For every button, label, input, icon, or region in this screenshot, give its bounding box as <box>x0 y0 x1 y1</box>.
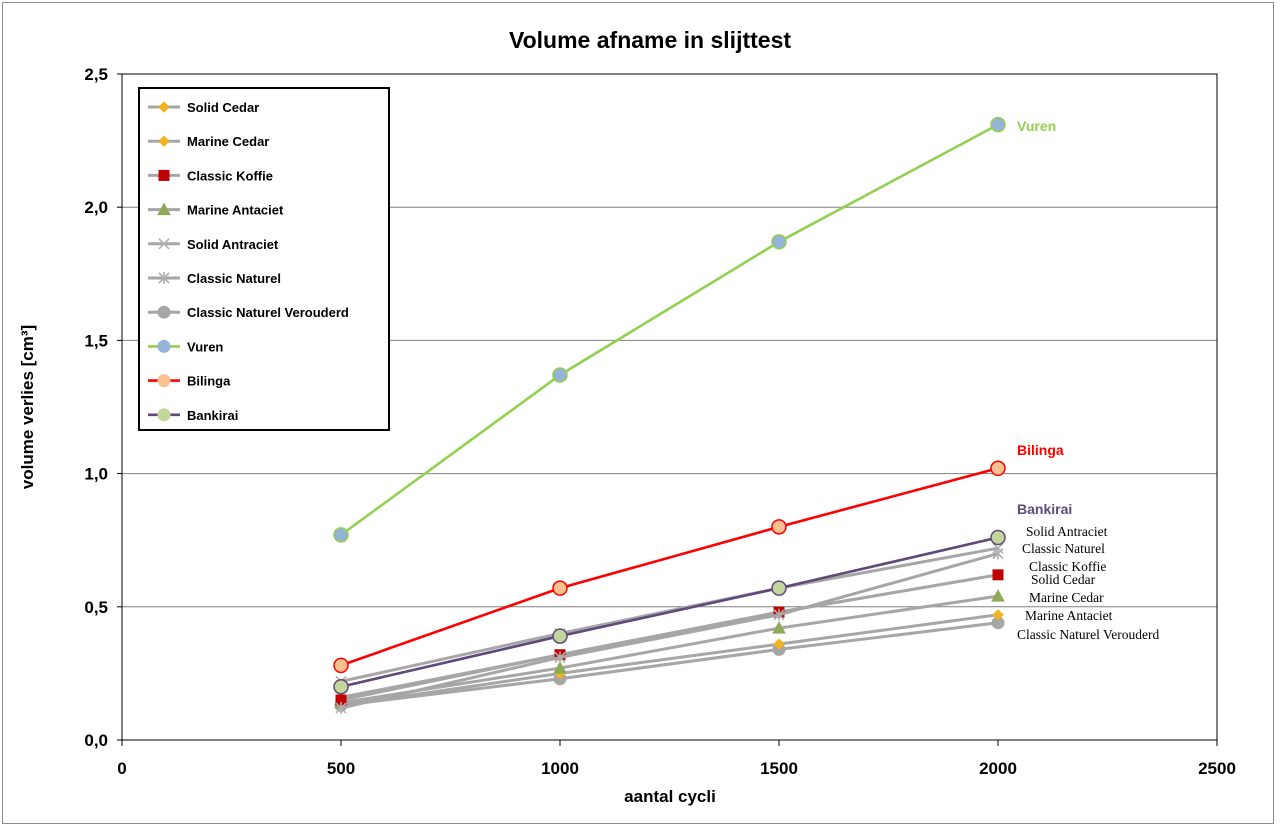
y-axis-label: volume verlies [cm³] <box>18 325 37 489</box>
legend-marker <box>157 202 171 216</box>
legend-label: Vuren <box>187 339 223 354</box>
series-line <box>340 123 999 536</box>
x-axis-label: aantal cycli <box>624 787 716 806</box>
data-point <box>552 367 568 383</box>
series-bilinga <box>333 460 1006 674</box>
legend-item: Classic Naturel <box>148 271 281 286</box>
series-end-label: Classic Naturel <box>1022 541 1105 556</box>
legend-item: Bilinga <box>148 374 231 389</box>
legend-marker <box>158 101 170 113</box>
legend-marker <box>157 305 171 319</box>
y-tick-label: 1,5 <box>84 331 108 350</box>
x-tick-label: 0 <box>117 759 126 778</box>
data-point <box>771 580 787 596</box>
series-line <box>340 613 999 707</box>
series-line <box>340 573 999 702</box>
series-end-label: Bankirai <box>1017 501 1072 517</box>
legend-marker <box>158 272 170 284</box>
series-end-label: Marine Antaciet <box>1025 608 1113 623</box>
series-end-label: Marine Cedar <box>1029 590 1104 605</box>
series-line <box>340 536 999 688</box>
data-point <box>771 519 787 535</box>
data-point <box>333 678 349 695</box>
series-line <box>340 552 999 710</box>
data-point <box>773 608 785 621</box>
legend-marker <box>158 238 170 250</box>
series-end-label: Bilinga <box>1017 442 1064 458</box>
data-point <box>990 529 1006 546</box>
y-tick-label: 1,0 <box>84 465 108 484</box>
series-line <box>340 621 999 707</box>
data-point <box>771 234 787 250</box>
legend-label: Classic Naturel Verouderd <box>187 305 349 320</box>
plot-area <box>121 73 1218 741</box>
y-tick-label: 0,5 <box>84 598 108 617</box>
x-tick-label: 1000 <box>541 759 579 778</box>
series-line <box>340 594 999 705</box>
legend-label: Bankirai <box>187 408 238 423</box>
series-end-label: Classic Naturel Verouderd <box>1017 627 1159 642</box>
data-point <box>992 542 1004 554</box>
data-point <box>992 569 1004 581</box>
series-marine-antaciet <box>334 589 1005 709</box>
legend-marker <box>157 408 171 422</box>
series-end-label: Vuren <box>1017 118 1056 134</box>
legend-item: Classic Naturel Verouderd <box>148 305 349 320</box>
data-point <box>990 116 1006 133</box>
series-bankirai <box>333 529 1006 695</box>
legend-item: Marine Antaciet <box>148 202 284 218</box>
data-point <box>554 651 566 664</box>
legend-marker <box>157 374 171 388</box>
legend-label: Solid Antraciet <box>187 237 279 252</box>
data-point <box>773 638 785 650</box>
data-point <box>552 580 568 596</box>
legend-label: Marine Antaciet <box>187 203 284 218</box>
legend-label: Marine Cedar <box>187 134 269 149</box>
series-vuren <box>333 116 1006 543</box>
y-tick-label: 2,0 <box>84 198 108 217</box>
data-point <box>333 657 349 674</box>
data-point <box>992 609 1004 621</box>
x-tick-label: 2500 <box>1198 759 1236 778</box>
legend-label: Classic Koffie <box>187 168 273 183</box>
legend-marker <box>157 339 171 353</box>
axes: 0,0 0,5 1,0 1,5 2,0 2,5 0 500 1000 1500 2000 2500 <box>84 65 1236 778</box>
legend-item: Bankirai <box>148 408 238 423</box>
legend-item: Classic Koffie <box>148 168 273 183</box>
legend-box <box>138 87 390 431</box>
series-end-label: Solid Antraciet <box>1026 524 1108 539</box>
legend-label: Solid Cedar <box>187 100 259 115</box>
series-line <box>340 546 999 683</box>
legend-item: Solid Antraciet <box>148 237 279 252</box>
series-line <box>340 467 999 667</box>
legend-item: Solid Cedar <box>148 100 259 115</box>
series-layer <box>333 116 1006 715</box>
y-tick-label: 0,0 <box>84 731 108 750</box>
x-tick-label: 1500 <box>760 759 798 778</box>
chart-title: Volume afname in slijttest <box>509 27 791 53</box>
series-end-label: Classic Koffie <box>1029 559 1106 574</box>
x-tick-label: 2000 <box>979 759 1017 778</box>
data-point <box>333 527 349 543</box>
data-point <box>772 621 786 634</box>
data-point <box>335 702 347 715</box>
legend-item: Vuren <box>148 339 223 354</box>
data-point <box>553 661 567 674</box>
data-point <box>990 460 1006 477</box>
legend-label: Classic Naturel <box>187 271 281 286</box>
legend-label: Bilinga <box>187 374 231 389</box>
legend-item: Marine Cedar <box>148 134 269 149</box>
data-point <box>552 628 568 644</box>
legend-marker <box>158 169 170 181</box>
x-tick-label: 500 <box>327 759 355 778</box>
legend-marker <box>158 135 170 147</box>
data-point <box>991 589 1005 602</box>
y-tick-label: 2,5 <box>84 65 108 84</box>
legend: Solid Cedar Marine Cedar Classic Koffie Mar… <box>138 87 390 431</box>
end-labels: Solid Cedar Marine Cedar Classic Koffie Mar… <box>1017 118 1159 642</box>
series-end-label: Solid Cedar <box>1031 572 1096 587</box>
